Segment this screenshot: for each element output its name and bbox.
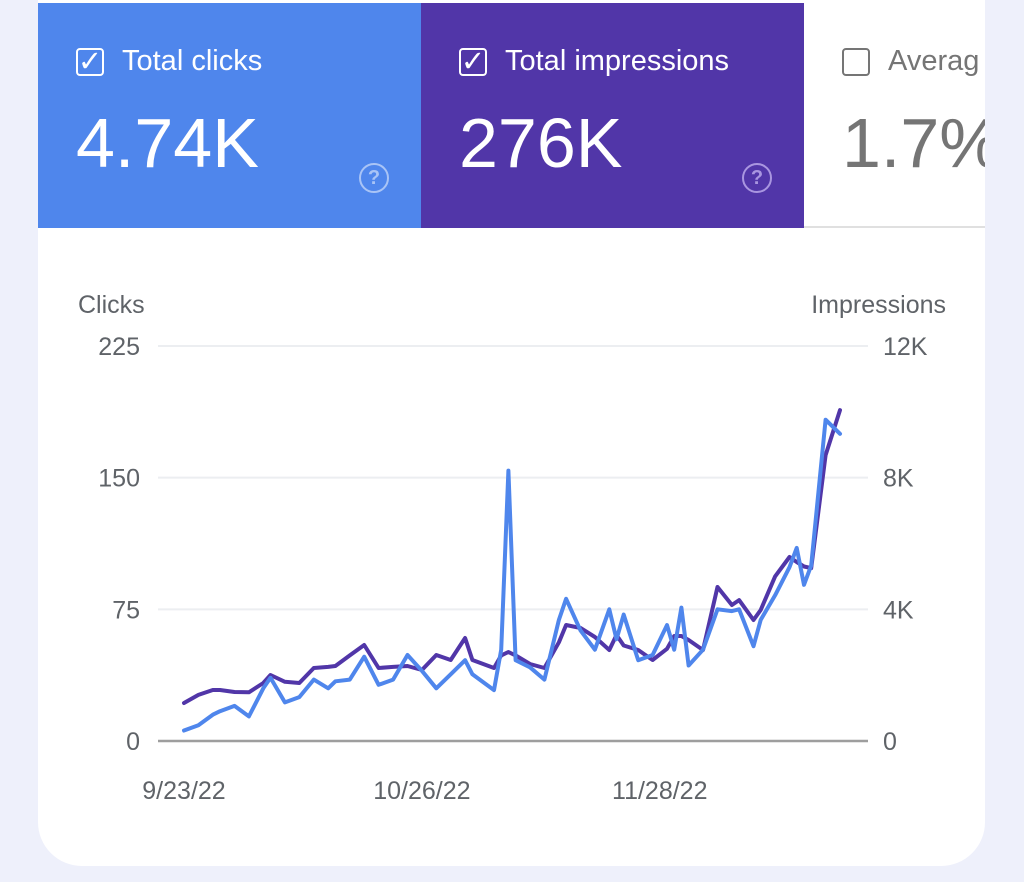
metric-header: Averag <box>842 45 979 78</box>
y-left-tick-label: 150 <box>98 465 140 493</box>
checkbox-icon[interactable]: ✓ <box>76 46 104 78</box>
metric-label: Total impressions <box>505 45 730 77</box>
y-right-tick-label: 0 <box>883 728 897 756</box>
x-tick-label: 9/23/22 <box>142 777 225 805</box>
y-right-tick-label: 8K <box>883 465 914 493</box>
series-impressions <box>182 408 842 705</box>
metric-tile-total-impressions[interactable]: ✓ Total impressions 276K ? <box>421 3 804 228</box>
performance-card: ✓ Total clicks 4.74K ? ✓ Total impressio… <box>38 0 985 866</box>
checkbox-icon[interactable]: ✓ <box>459 46 487 78</box>
metric-tile-total-clicks[interactable]: ✓ Total clicks 4.74K ? <box>38 3 421 228</box>
metric-header: ✓ Total impressions <box>459 45 729 78</box>
metric-value: 1.7% <box>842 104 985 182</box>
series-clicks <box>182 417 842 733</box>
metric-value: 4.74K <box>76 104 259 182</box>
metric-label: Total clicks <box>122 45 263 77</box>
y-left-tick-label: 75 <box>112 596 140 624</box>
metric-header: ✓ Total clicks <box>76 45 262 78</box>
y-left-tick-label: 225 <box>98 333 140 361</box>
help-circle-icon[interactable]: ? <box>742 163 772 193</box>
y-left-tick-label: 0 <box>126 728 140 756</box>
checkbox-icon[interactable] <box>842 47 870 76</box>
y-right-tick-label: 12K <box>883 333 928 361</box>
metric-label: Averag <box>888 45 980 77</box>
series-line-clicks <box>182 417 842 733</box>
help-circle-icon[interactable]: ? <box>359 163 389 193</box>
y-left-axis-label: Clicks <box>78 291 145 319</box>
metric-value: 276K <box>459 104 623 182</box>
metric-tile-average-ctr[interactable]: Averag 1.7% <box>804 3 985 228</box>
x-tick-label: 11/28/22 <box>612 777 707 805</box>
y-right-axis-label: Impressions <box>811 291 946 319</box>
x-tick-label: 10/26/22 <box>373 777 470 805</box>
y-right-tick-label: 4K <box>883 596 914 624</box>
